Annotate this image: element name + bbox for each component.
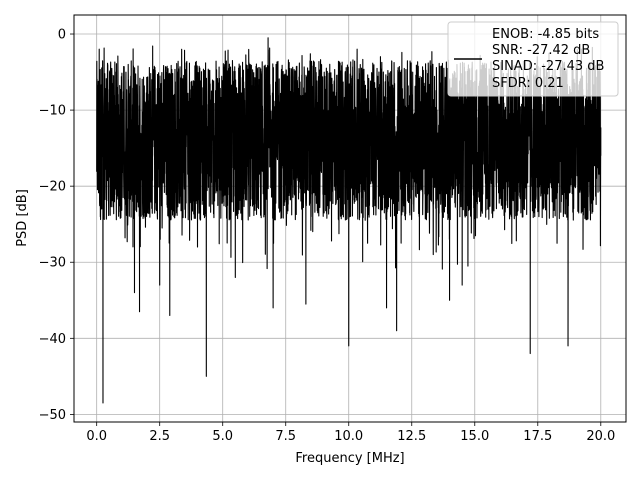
y-tick-label: −20	[39, 180, 66, 195]
x-tick-label: 15.0	[460, 429, 489, 444]
x-tick-label: 5.0	[212, 429, 233, 444]
y-axis-ticks: 0 −10 −20 −30 −40 −50	[39, 28, 74, 423]
legend: ENOB: -4.85 bits SNR: -27.42 dB SINAD: -…	[447, 21, 619, 97]
y-axis-label: PSD [dB]	[15, 189, 30, 247]
y-tick-label: −30	[39, 256, 66, 271]
x-axis-ticks: 0.0 2.5 5.0 7.5 10.0 12.5 15.0 17.5 20.0	[86, 422, 615, 444]
x-tick-label: 2.5	[149, 429, 170, 444]
x-axis-label: Frequency [MHz]	[295, 451, 404, 466]
y-tick-label: −10	[39, 104, 66, 119]
x-tick-label: 7.5	[275, 429, 296, 444]
legend-snr: SNR: -27.42 dB	[492, 43, 590, 58]
plot-area	[96, 37, 602, 404]
x-tick-label: 10.0	[334, 429, 363, 444]
series-group	[96, 37, 602, 404]
y-tick-label: −50	[39, 408, 66, 423]
legend-sfdr: SFDR: 0.21	[492, 76, 564, 91]
x-tick-label: 20.0	[586, 429, 615, 444]
legend-enob: ENOB: -4.85 bits	[492, 27, 599, 42]
axes-frame	[73, 14, 627, 423]
y-tick-label: 0	[58, 28, 66, 43]
x-tick-label: 17.5	[523, 429, 552, 444]
y-tick-label: −40	[39, 332, 66, 347]
legend-sinad: SINAD: -27.43 dB	[492, 59, 604, 74]
legend-box	[447, 21, 619, 97]
psd-series-line	[96, 37, 602, 404]
x-tick-label: 12.5	[397, 429, 426, 444]
x-tick-label: 0.0	[86, 429, 107, 444]
